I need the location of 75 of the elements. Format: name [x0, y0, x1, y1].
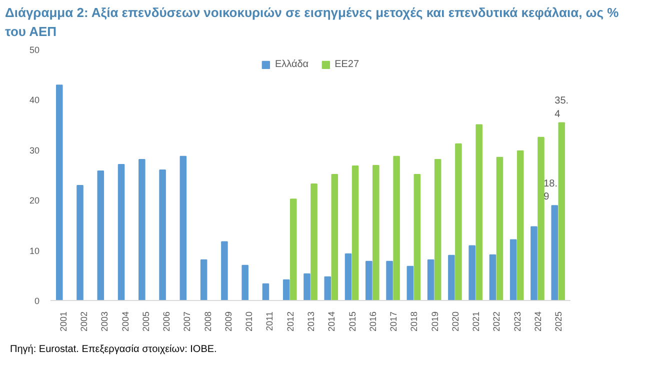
- bar: [510, 239, 517, 300]
- bar: [386, 260, 393, 300]
- bar: [282, 279, 290, 300]
- bar: [489, 254, 496, 300]
- x-tick-label: 2016: [368, 311, 378, 332]
- bar: [324, 276, 332, 300]
- bar: [558, 122, 566, 300]
- bar: [310, 184, 318, 300]
- bar: [331, 174, 338, 300]
- bar: [159, 169, 166, 300]
- x-tick-label: 2025: [554, 311, 564, 332]
- x-tick-label: 2005: [140, 311, 151, 332]
- bar: [138, 158, 146, 300]
- y-tick-label: 30: [29, 145, 40, 156]
- bar: [496, 156, 504, 300]
- x-tick-label: 2019: [430, 311, 440, 332]
- bar: [551, 205, 558, 300]
- x-tick-label: 2004: [120, 311, 130, 332]
- y-tick-label: 10: [29, 246, 40, 256]
- x-tick-label: 2015: [347, 311, 358, 332]
- bar: [406, 266, 414, 300]
- x-tick-label: 2013: [306, 311, 316, 332]
- x-tick-label: 2003: [100, 311, 110, 332]
- x-tick-label: 2017: [388, 311, 399, 332]
- bar: [180, 156, 187, 300]
- y-tick-label: 40: [29, 95, 40, 106]
- bar: [344, 253, 352, 300]
- bar: [352, 165, 359, 300]
- bar: [538, 136, 544, 300]
- y-tick-label: 0: [34, 296, 40, 306]
- x-tick-label: 2002: [79, 311, 90, 332]
- bar: [118, 164, 125, 300]
- bar: [262, 283, 270, 300]
- x-tick-label: 2024: [532, 311, 543, 332]
- x-tick-label: 2020: [450, 311, 460, 332]
- bar: [455, 143, 462, 300]
- x-tick-label: 2010: [244, 311, 254, 332]
- bar: [97, 170, 104, 300]
- bar: [427, 259, 434, 300]
- x-tick-label: 2009: [223, 311, 234, 332]
- bar: [56, 84, 63, 300]
- bar: [366, 260, 372, 300]
- text: Πηγή: Eurostat. Επεξεργασία στοιχείων: ΙΟΒΕ.: [10, 343, 217, 357]
- x-tick-label: 2007: [182, 311, 192, 332]
- legend-label: ΕΕ27: [334, 59, 360, 70]
- bar: [200, 259, 208, 300]
- bar: [76, 185, 84, 300]
- bar: [434, 158, 442, 300]
- x-tick-label: 2012: [285, 311, 296, 332]
- bar: [468, 245, 476, 300]
- bar: [221, 241, 228, 300]
- bar: [372, 164, 380, 300]
- bar: [393, 156, 400, 300]
- x-tick-label: 2008: [202, 311, 213, 332]
- bar: [242, 264, 248, 300]
- x-tick-label: 2022: [492, 311, 502, 332]
- bar: [290, 198, 297, 300]
- bar: [304, 273, 310, 300]
- bar: [530, 226, 538, 300]
- y-tick-label: 50: [29, 45, 40, 55]
- x-tick-label: 2006: [162, 311, 172, 332]
- x-tick-label: 2021: [471, 311, 482, 332]
- x-tick-label: 2001: [58, 311, 68, 332]
- chart-title: Διάγραμμα 2: Αξία επενδύσεων νοικοκυριών σε εισηγμένες μετοχές και επενδυτικά κεφάλαια, ως % του ΑΕΠ: [5, 4, 620, 41]
- data-label: 35.4: [554, 96, 569, 120]
- x-tick-label: 2011: [264, 311, 275, 331]
- bar: [448, 254, 455, 300]
- x-tick-label: 2014: [326, 311, 337, 332]
- bar: [516, 150, 524, 300]
- x-tick-label: 2018: [409, 311, 420, 332]
- bar: [476, 124, 482, 300]
- x-tick-label: 2023: [512, 311, 522, 332]
- bar: [414, 174, 421, 300]
- y-tick-label: 20: [29, 196, 40, 206]
- legend-label: Ελλάδα: [274, 59, 309, 70]
